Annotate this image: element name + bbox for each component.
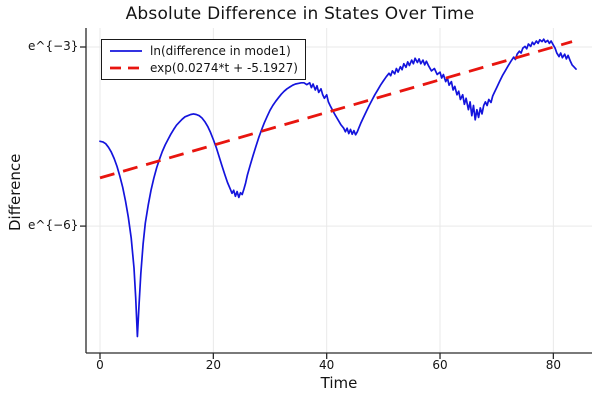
legend-line-sample-solid (110, 49, 142, 52)
legend-entry-ln-difference: ln(difference in mode1) (109, 42, 298, 59)
legend-box: ln(difference in mode1) exp(0.0274*t + -… (101, 39, 306, 80)
chart-title: Absolute Difference in States Over Time (125, 4, 475, 24)
legend-label-exp-fit: exp(0.0274*t + -5.1927) (150, 60, 298, 75)
legend-entry-exp-fit: exp(0.0274*t + -5.1927) (109, 59, 298, 76)
x-axis-label: Time (320, 374, 358, 392)
y-axis-label: Difference (6, 153, 24, 231)
series-line-ln-difference[interactable] (99, 38, 577, 338)
legend-line-sample-dashed (110, 66, 142, 69)
legend-label-ln-difference: ln(difference in mode1) (150, 43, 291, 58)
series-line-exp-fit[interactable] (99, 40, 573, 180)
